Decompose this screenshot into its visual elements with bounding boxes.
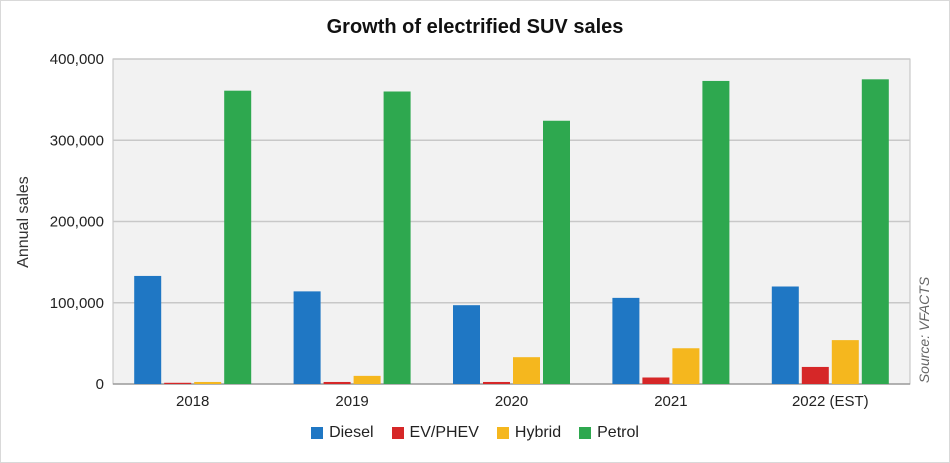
bar-diesel-2021 (612, 297, 640, 384)
legend-item: Petrol (579, 424, 639, 442)
legend-swatch (311, 427, 324, 439)
legend-item: EV/PHEV (391, 424, 479, 442)
y-tick-labels: 0 100,000 200,000 300,000 400,000 (50, 51, 104, 393)
bar-ev-phev-2021 (642, 377, 670, 384)
bar-petrol-2019 (383, 91, 411, 384)
y-axis-label: Annual sales (15, 176, 32, 268)
x-tick-labels: 2018 2019 2020 2021 2022 (EST) (176, 393, 869, 410)
source-note: Source: VFACTS (916, 276, 932, 383)
legend-swatch (496, 427, 509, 439)
x-tick-label: 2021 (654, 393, 687, 410)
x-tick-label: 2020 (495, 393, 528, 410)
legend-label: Diesel (329, 424, 374, 441)
x-tick-label: 2018 (176, 393, 209, 410)
x-tick-label: 2019 (335, 393, 368, 410)
bar-petrol-2018 (224, 90, 252, 384)
bar-ev-phev-2018 (164, 382, 192, 384)
legend-label: Hybrid (514, 424, 562, 441)
y-tick-label: 400,000 (50, 51, 104, 68)
bar-diesel-2018 (134, 275, 162, 384)
bar-hybrid-2020 (513, 357, 540, 384)
bars (134, 79, 889, 384)
bar-petrol-2020 (543, 120, 570, 384)
bar-diesel-2020 (453, 305, 480, 384)
bar-ev-phev-2019 (323, 381, 351, 384)
bar-petrol-2021 (702, 80, 730, 384)
bar-diesel-2019 (293, 291, 321, 384)
x-tick-label: 2022 (EST) (792, 393, 869, 410)
legend-swatch (579, 427, 592, 439)
bar-hybrid-2018 (194, 381, 222, 384)
bar-diesel-2022-est (771, 286, 799, 384)
bar-hybrid-2022-est (831, 340, 859, 384)
y-tick-label: 0 (96, 376, 104, 393)
bar-petrol-2022-est (861, 79, 889, 384)
y-tick-label: 100,000 (50, 295, 104, 312)
chart-title: Growth of electrified SUV sales (326, 16, 624, 38)
bar-hybrid-2019 (353, 375, 381, 384)
legend-item: Diesel (311, 424, 374, 442)
bar-ev-phev-2022-est (801, 366, 829, 384)
legend-swatch (391, 427, 404, 439)
bar-ev-phev-2020 (483, 381, 510, 384)
y-tick-label: 200,000 (50, 214, 104, 231)
legend: Diesel EV/PHEV Hybrid Petrol (0, 424, 950, 442)
legend-label: EV/PHEV (409, 424, 479, 441)
legend-label: Petrol (597, 424, 639, 441)
y-tick-label: 300,000 (50, 132, 104, 149)
legend-item: Hybrid (496, 424, 562, 442)
bar-hybrid-2021 (672, 348, 700, 384)
